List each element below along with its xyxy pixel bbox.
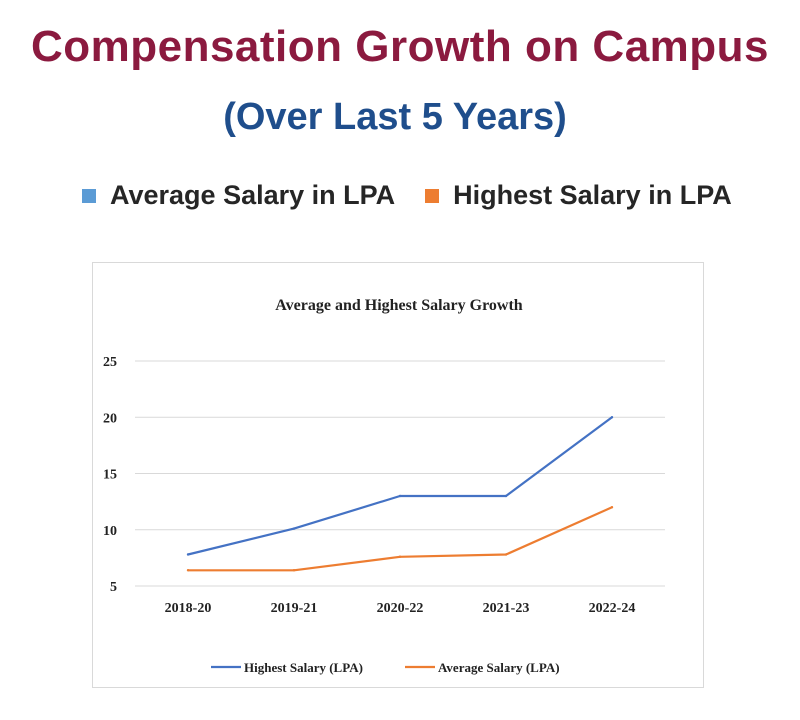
x-tick-label: 2018-20 [165, 601, 212, 616]
top-legend: Average Salary in LPA Highest Salary in … [82, 180, 762, 211]
page-title: Compensation Growth on Campus [30, 22, 770, 71]
legend-label-1: Average Salary (LPA) [438, 660, 560, 675]
data-point [610, 416, 614, 419]
highest-swatch-icon [425, 188, 440, 203]
chart-title: Average and Highest Salary Growth [275, 297, 523, 314]
x-tick-label: 2022-24 [589, 601, 636, 616]
series-line-0 [187, 416, 613, 556]
data-point [504, 553, 508, 556]
x-tick-label: 2021-23 [483, 601, 530, 616]
data-point [292, 569, 296, 572]
data-point [186, 553, 190, 556]
top-legend-label-average: Average Salary in LPA [110, 180, 396, 210]
y-tick-label: 10 [103, 524, 117, 539]
top-legend-item-highest: Highest Salary in LPA [425, 180, 732, 211]
x-tick-label: 2020-22 [377, 601, 424, 616]
legend-label-0: Highest Salary (LPA) [244, 660, 363, 675]
page-subtitle: (Over Last 5 Years) [223, 96, 567, 138]
data-point [292, 527, 296, 530]
line-chart: Average and Highest Salary Growth 5 10 15 20… [103, 297, 665, 675]
data-point [186, 569, 190, 572]
y-tick-label: 25 [103, 355, 117, 370]
y-tick-label: 20 [103, 411, 117, 426]
data-point [398, 494, 402, 498]
top-legend-item-average: Average Salary in LPA [82, 180, 395, 211]
x-tick-label: 2019-21 [271, 601, 318, 616]
data-point [610, 506, 614, 509]
y-tick-label: 15 [103, 468, 117, 483]
average-swatch-icon [82, 188, 96, 203]
data-point [504, 494, 508, 498]
chart-panel: Average and Highest Salary Growth 5 10 15 20… [92, 262, 704, 688]
top-legend-label-highest: Highest Salary in LPA [453, 180, 732, 210]
y-tick-label: 5 [110, 580, 117, 595]
data-point [398, 555, 402, 558]
